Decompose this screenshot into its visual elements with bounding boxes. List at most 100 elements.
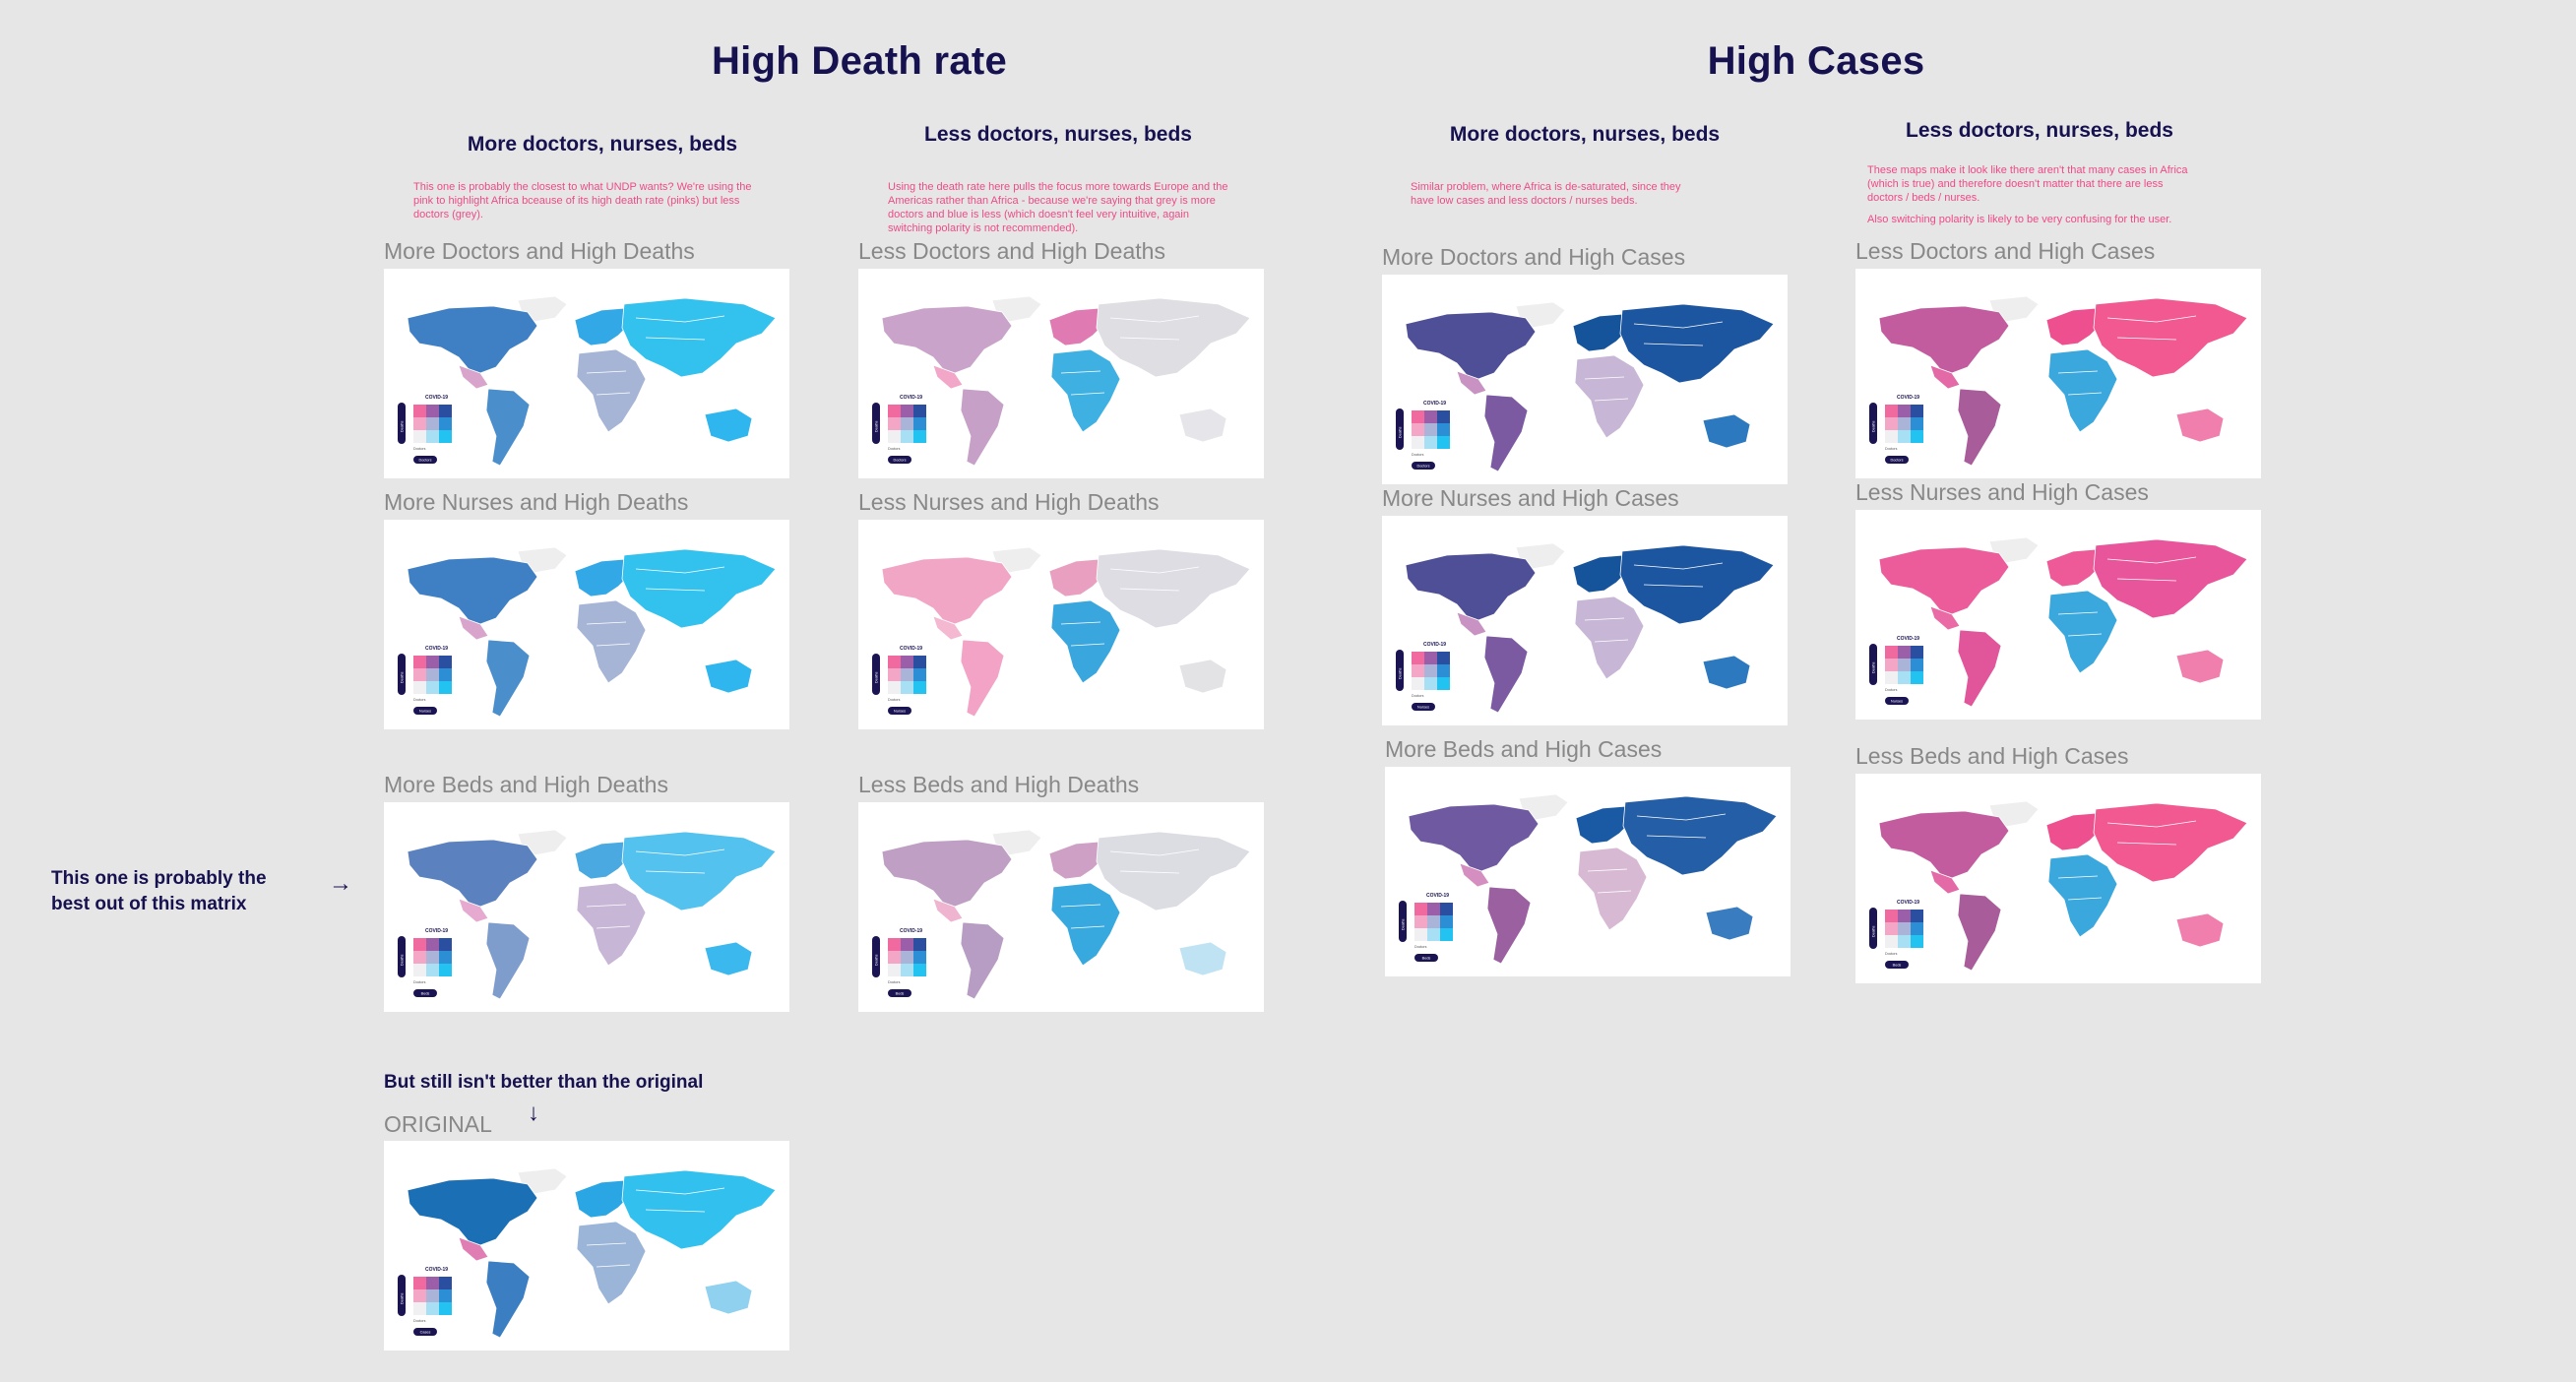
region-af bbox=[1050, 882, 1121, 967]
legend: COVID-19 Doctors Deaths Nurses bbox=[1869, 636, 1923, 705]
country-borders bbox=[586, 566, 725, 647]
legend-cell bbox=[439, 1289, 452, 1302]
map-label: More Doctors and High Deaths bbox=[384, 238, 695, 264]
legend-cell bbox=[901, 681, 913, 694]
legend-cell bbox=[888, 430, 901, 443]
legend-axis-pill bbox=[398, 654, 406, 695]
region-mx bbox=[458, 898, 489, 923]
region-sa bbox=[1957, 629, 2002, 708]
region-eu bbox=[1575, 805, 1632, 845]
region-as bbox=[1096, 831, 1251, 911]
legend-axis-label: Deaths bbox=[401, 954, 405, 966]
region-af bbox=[1574, 354, 1645, 439]
legend: COVID-19 Doctors Deaths Doctors bbox=[398, 395, 452, 464]
column-heading-more-cases: More doctors, nurses, beds bbox=[1449, 123, 1721, 146]
region-oc bbox=[1178, 659, 1227, 694]
legend-cell bbox=[901, 405, 913, 417]
original-note: But still isn't better than the original bbox=[384, 1072, 704, 1093]
legend-pill bbox=[1885, 961, 1909, 969]
legend-title: COVID-19 bbox=[1897, 395, 1919, 401]
legend-axis-pill bbox=[398, 936, 406, 977]
note-column-4: These maps make it look like there aren'… bbox=[1867, 163, 2192, 226]
legend-cell bbox=[413, 430, 426, 443]
legend-cell bbox=[439, 964, 452, 976]
region-mx bbox=[932, 898, 964, 923]
legend-cell bbox=[1911, 659, 1923, 671]
legend-axis-label: Deaths bbox=[401, 420, 405, 432]
region-sa bbox=[485, 639, 531, 718]
legend-cell bbox=[426, 938, 439, 951]
legend-axis-label: Doctors bbox=[1412, 453, 1424, 457]
legend-title: COVID-19 bbox=[1423, 642, 1446, 648]
legend-axis-label: Doctors bbox=[888, 447, 901, 451]
legend-cell bbox=[1898, 417, 1911, 430]
note-column-2: Using the death rate here pulls the focu… bbox=[888, 181, 1228, 234]
legend-cell bbox=[413, 1277, 426, 1289]
legend-cell bbox=[1885, 910, 1898, 922]
country-borders bbox=[2057, 820, 2197, 901]
legend-pill bbox=[413, 1328, 437, 1336]
region-eu bbox=[2045, 812, 2103, 851]
map-card: COVID-19 Doctors Deaths Nurses bbox=[384, 520, 789, 729]
map-card: COVID-19 Doctors Deaths Doctors bbox=[1382, 275, 1788, 484]
region-oc bbox=[1705, 906, 1754, 941]
country-borders bbox=[1060, 566, 1200, 647]
region-mx bbox=[458, 615, 489, 641]
region-af bbox=[1050, 599, 1121, 684]
legend-cell bbox=[1437, 436, 1450, 449]
legend-axis-pill bbox=[872, 403, 880, 444]
region-mx bbox=[1929, 605, 1961, 631]
legend-pill-label: Nurses bbox=[419, 710, 431, 714]
legend-cell bbox=[1412, 664, 1424, 677]
legend-cell bbox=[1898, 405, 1911, 417]
country-borders bbox=[586, 1187, 725, 1268]
legend-axis-pill bbox=[872, 936, 880, 977]
region-oc bbox=[2175, 912, 2225, 948]
world-map: COVID-19 Doctors Deaths Beds bbox=[398, 829, 777, 1000]
region-na bbox=[1408, 803, 1539, 872]
legend-cell bbox=[426, 668, 439, 681]
legend-cell bbox=[439, 1277, 452, 1289]
region-na bbox=[407, 1177, 538, 1246]
region-na bbox=[407, 839, 538, 908]
legend-cell bbox=[1898, 935, 1911, 948]
world-map: COVID-19 Doctors Deaths Nurses bbox=[398, 546, 777, 718]
legend-cell bbox=[1414, 903, 1427, 915]
country-borders bbox=[586, 848, 725, 929]
legend-cell bbox=[1427, 915, 1440, 928]
legend: COVID-19 Doctors Deaths Doctors bbox=[872, 395, 926, 464]
legend-pill bbox=[888, 707, 911, 715]
legend-title: COVID-19 bbox=[900, 646, 922, 652]
legend-cell bbox=[413, 668, 426, 681]
column-heading-less-cases: Less doctors, nurses, beds bbox=[1906, 119, 2173, 142]
region-af bbox=[576, 882, 647, 967]
region-oc bbox=[704, 408, 753, 443]
legend-pill bbox=[413, 456, 437, 464]
region-eu bbox=[1572, 554, 1629, 594]
world-map: COVID-19 Doctors Deaths Beds bbox=[1399, 793, 1778, 965]
region-mx bbox=[1456, 611, 1487, 637]
legend-cell bbox=[1885, 430, 1898, 443]
region-oc bbox=[1702, 655, 1751, 690]
note-column-1: This one is probably the closest to what… bbox=[413, 181, 752, 220]
legend-cell bbox=[901, 964, 913, 976]
legend-cell bbox=[1911, 671, 1923, 684]
legend-cell bbox=[439, 938, 452, 951]
world-map: COVID-19 Doctors Deaths Doctors bbox=[872, 295, 1251, 467]
legend-cell bbox=[426, 951, 439, 964]
legend-cell bbox=[1424, 410, 1437, 423]
world-map: COVID-19 Doctors Deaths Doctors bbox=[1396, 301, 1775, 472]
legend-cell bbox=[1412, 410, 1424, 423]
legend-cell bbox=[1424, 677, 1437, 690]
legend-cell bbox=[1440, 928, 1453, 941]
legend-cell bbox=[913, 656, 926, 668]
legend-cell bbox=[439, 668, 452, 681]
legend-axis-pill bbox=[398, 403, 406, 444]
region-af bbox=[576, 599, 647, 684]
region-af bbox=[2047, 853, 2118, 938]
world-map: COVID-19 Doctors Deaths Nurses bbox=[1869, 536, 2248, 708]
legend-cell bbox=[888, 951, 901, 964]
arrow-down-icon: ↓ bbox=[528, 1099, 539, 1126]
region-sa bbox=[485, 1260, 531, 1339]
legend-pill-label: Doctors bbox=[893, 459, 906, 463]
